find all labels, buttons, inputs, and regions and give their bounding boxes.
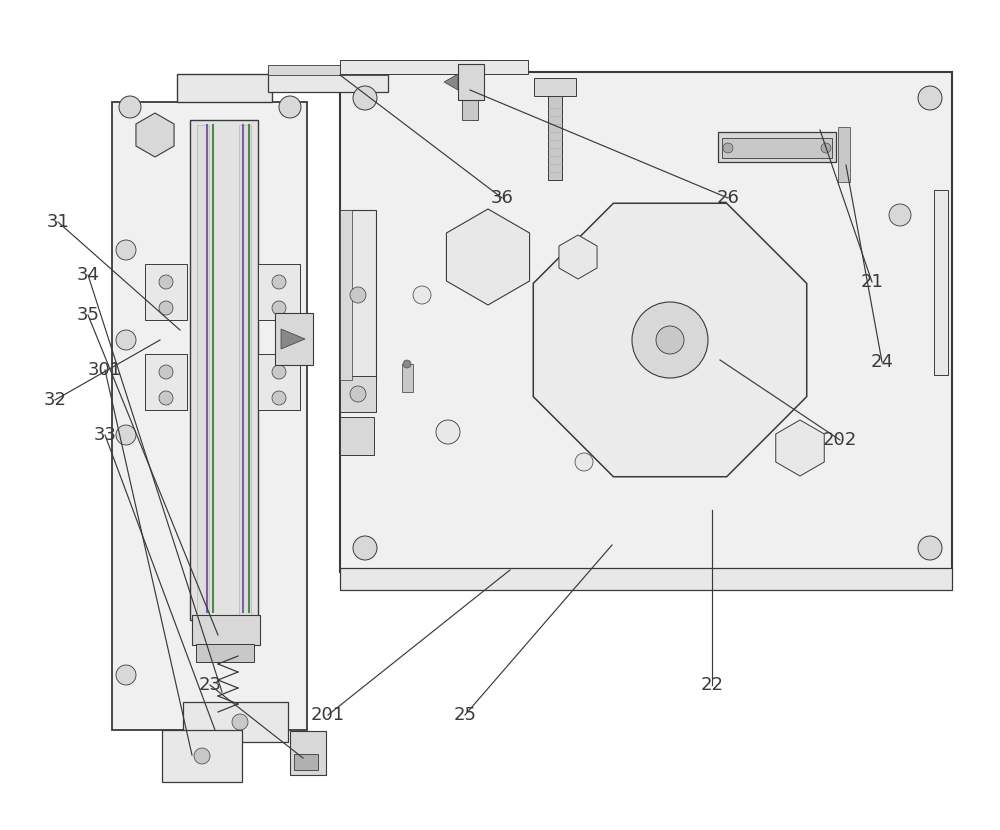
Bar (162, 730, 242, 782)
Circle shape (272, 301, 286, 315)
Circle shape (159, 365, 173, 379)
Circle shape (821, 143, 831, 153)
Circle shape (575, 453, 593, 471)
Bar (340, 72, 952, 572)
Bar (722, 138, 832, 158)
Bar (340, 568, 952, 590)
Polygon shape (559, 235, 597, 279)
Polygon shape (444, 74, 458, 90)
Text: 201: 201 (311, 706, 345, 724)
Bar (112, 102, 307, 730)
Bar (258, 264, 300, 320)
Circle shape (116, 425, 136, 445)
Bar (290, 731, 326, 775)
Bar (934, 190, 948, 375)
Bar (177, 74, 272, 102)
Circle shape (272, 365, 286, 379)
Bar (145, 264, 187, 320)
Bar (340, 376, 376, 412)
Circle shape (632, 302, 708, 378)
Circle shape (272, 391, 286, 405)
Circle shape (159, 301, 173, 315)
Text: 34: 34 (76, 266, 100, 284)
Circle shape (413, 286, 431, 304)
Circle shape (279, 96, 301, 118)
Polygon shape (136, 113, 174, 157)
Text: 301: 301 (88, 361, 122, 379)
Bar (192, 615, 260, 645)
Text: 22: 22 (700, 676, 724, 694)
Circle shape (889, 204, 911, 226)
Bar (275, 313, 313, 365)
Text: 21: 21 (861, 273, 883, 291)
Circle shape (159, 391, 173, 405)
Circle shape (272, 275, 286, 289)
Text: 23: 23 (198, 676, 222, 694)
Text: 36: 36 (491, 189, 513, 207)
Bar (340, 417, 374, 455)
Bar (145, 354, 187, 410)
Bar (268, 65, 388, 75)
Circle shape (116, 240, 136, 260)
Circle shape (436, 420, 460, 444)
Text: 35: 35 (76, 306, 100, 324)
Bar (548, 92, 562, 180)
Polygon shape (281, 329, 305, 349)
Bar (258, 354, 300, 410)
Circle shape (353, 536, 377, 560)
Circle shape (918, 536, 942, 560)
Text: 33: 33 (94, 426, 116, 444)
Circle shape (119, 96, 141, 118)
Circle shape (159, 275, 173, 289)
Text: 24: 24 (870, 353, 894, 371)
Bar (340, 60, 528, 74)
Circle shape (350, 386, 366, 402)
Circle shape (116, 665, 136, 685)
Text: 31: 31 (47, 213, 69, 231)
Bar (268, 70, 388, 92)
Bar (196, 644, 254, 662)
Bar (838, 127, 850, 182)
Bar (294, 754, 318, 770)
Text: 26: 26 (717, 189, 739, 207)
Circle shape (232, 714, 248, 730)
Text: 32: 32 (44, 391, 66, 409)
Circle shape (656, 326, 684, 354)
Bar (239, 125, 251, 615)
Text: 202: 202 (823, 431, 857, 449)
Circle shape (353, 86, 377, 110)
Bar (462, 98, 478, 120)
Bar (340, 210, 352, 380)
Polygon shape (446, 209, 530, 305)
Bar (402, 364, 413, 392)
Polygon shape (776, 420, 824, 476)
Bar (340, 210, 376, 380)
Bar (183, 702, 288, 742)
Bar (458, 64, 484, 100)
Bar (534, 78, 576, 96)
Bar (197, 125, 209, 615)
Circle shape (918, 86, 942, 110)
Polygon shape (533, 203, 807, 476)
Circle shape (403, 360, 411, 368)
Bar (718, 132, 836, 162)
Bar (190, 120, 258, 620)
Circle shape (350, 287, 366, 303)
Text: 25: 25 (454, 706, 477, 724)
Circle shape (723, 143, 733, 153)
Circle shape (194, 748, 210, 764)
Circle shape (116, 330, 136, 350)
